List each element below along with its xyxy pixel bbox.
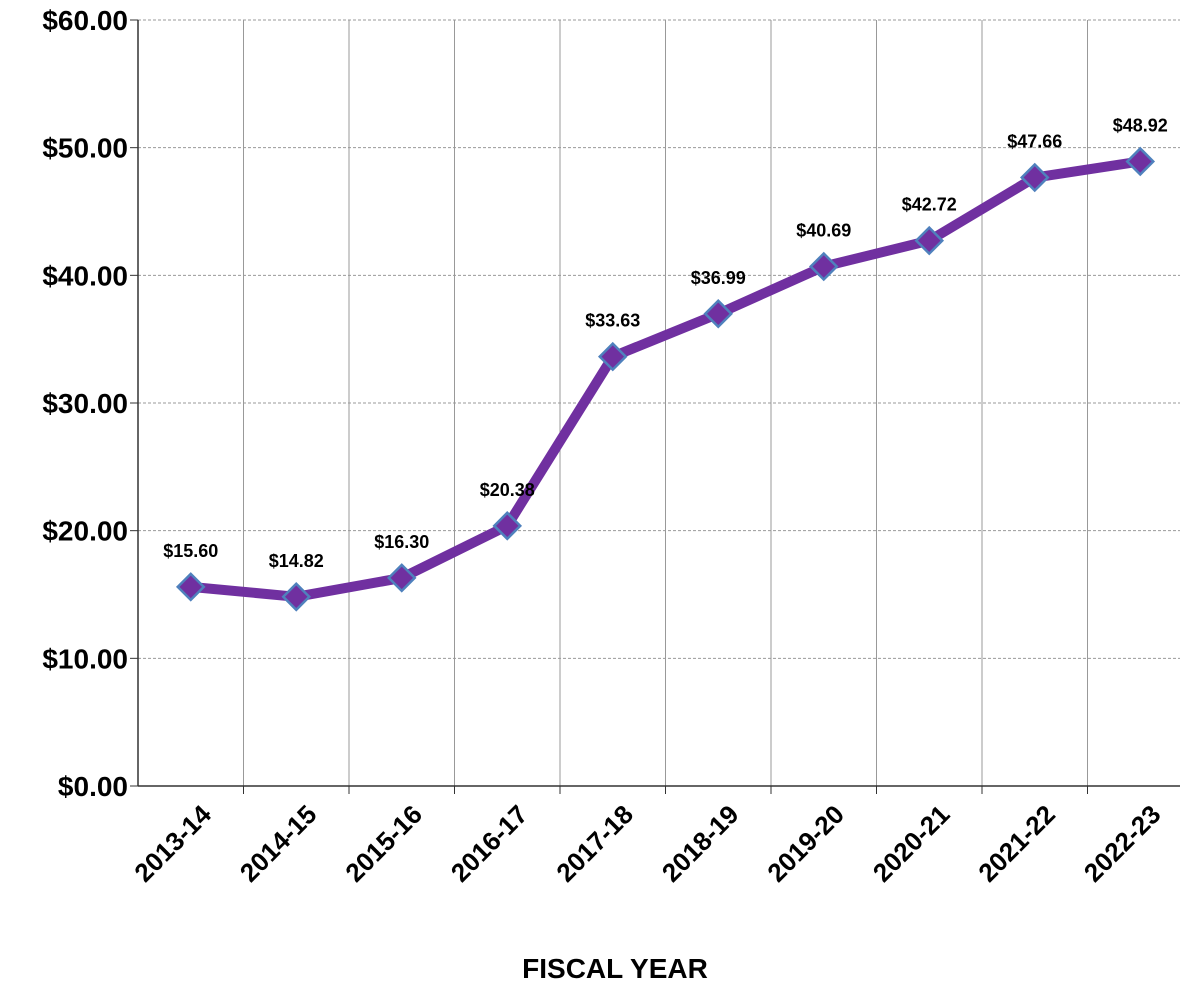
data-label: $16.30 [374, 532, 429, 552]
x-tick-label: 2015-16 [339, 799, 428, 888]
marker [1125, 146, 1156, 177]
marker [492, 511, 523, 541]
y-tick-label: $20.00 [42, 516, 128, 547]
y-tick-label: $10.00 [42, 643, 128, 674]
x-tick-label: 2022-23 [1078, 799, 1167, 888]
marker [386, 563, 417, 593]
marker [914, 225, 945, 256]
x-axis-title: FISCAL YEAR [522, 953, 708, 984]
marker [597, 341, 628, 372]
data-label: $48.92 [1113, 115, 1168, 135]
x-tick-label: 2020-21 [867, 799, 956, 888]
y-tick-label: $0.00 [58, 771, 128, 802]
x-tick-label: 2018-19 [656, 799, 745, 888]
marker [808, 251, 839, 282]
data-label: $14.82 [269, 551, 324, 571]
data-label: $15.60 [163, 541, 218, 561]
x-tick-label: 2014-15 [234, 799, 323, 888]
x-tick-label: 2021-22 [972, 799, 1061, 888]
y-tick-label: $40.00 [42, 260, 128, 291]
marker [703, 298, 734, 329]
data-label: $33.63 [585, 311, 640, 331]
x-tick-label: 2016-17 [445, 799, 534, 888]
x-tick-label: 2013-14 [128, 799, 217, 888]
marker [1019, 162, 1050, 193]
x-tick-label: 2017-18 [550, 799, 639, 888]
data-label: $47.66 [1007, 132, 1062, 152]
data-label: $36.99 [691, 268, 746, 288]
y-tick-label: $60.00 [42, 5, 128, 36]
y-tick-label: $50.00 [42, 133, 128, 164]
data-label: $40.69 [796, 221, 851, 241]
data-label: $20.38 [480, 480, 535, 500]
data-label: $42.72 [902, 195, 957, 215]
marker [175, 572, 206, 602]
y-tick-label: $30.00 [42, 388, 128, 419]
x-tick-label: 2019-20 [761, 799, 850, 888]
marker [281, 582, 312, 612]
series-line [190, 156, 1142, 602]
